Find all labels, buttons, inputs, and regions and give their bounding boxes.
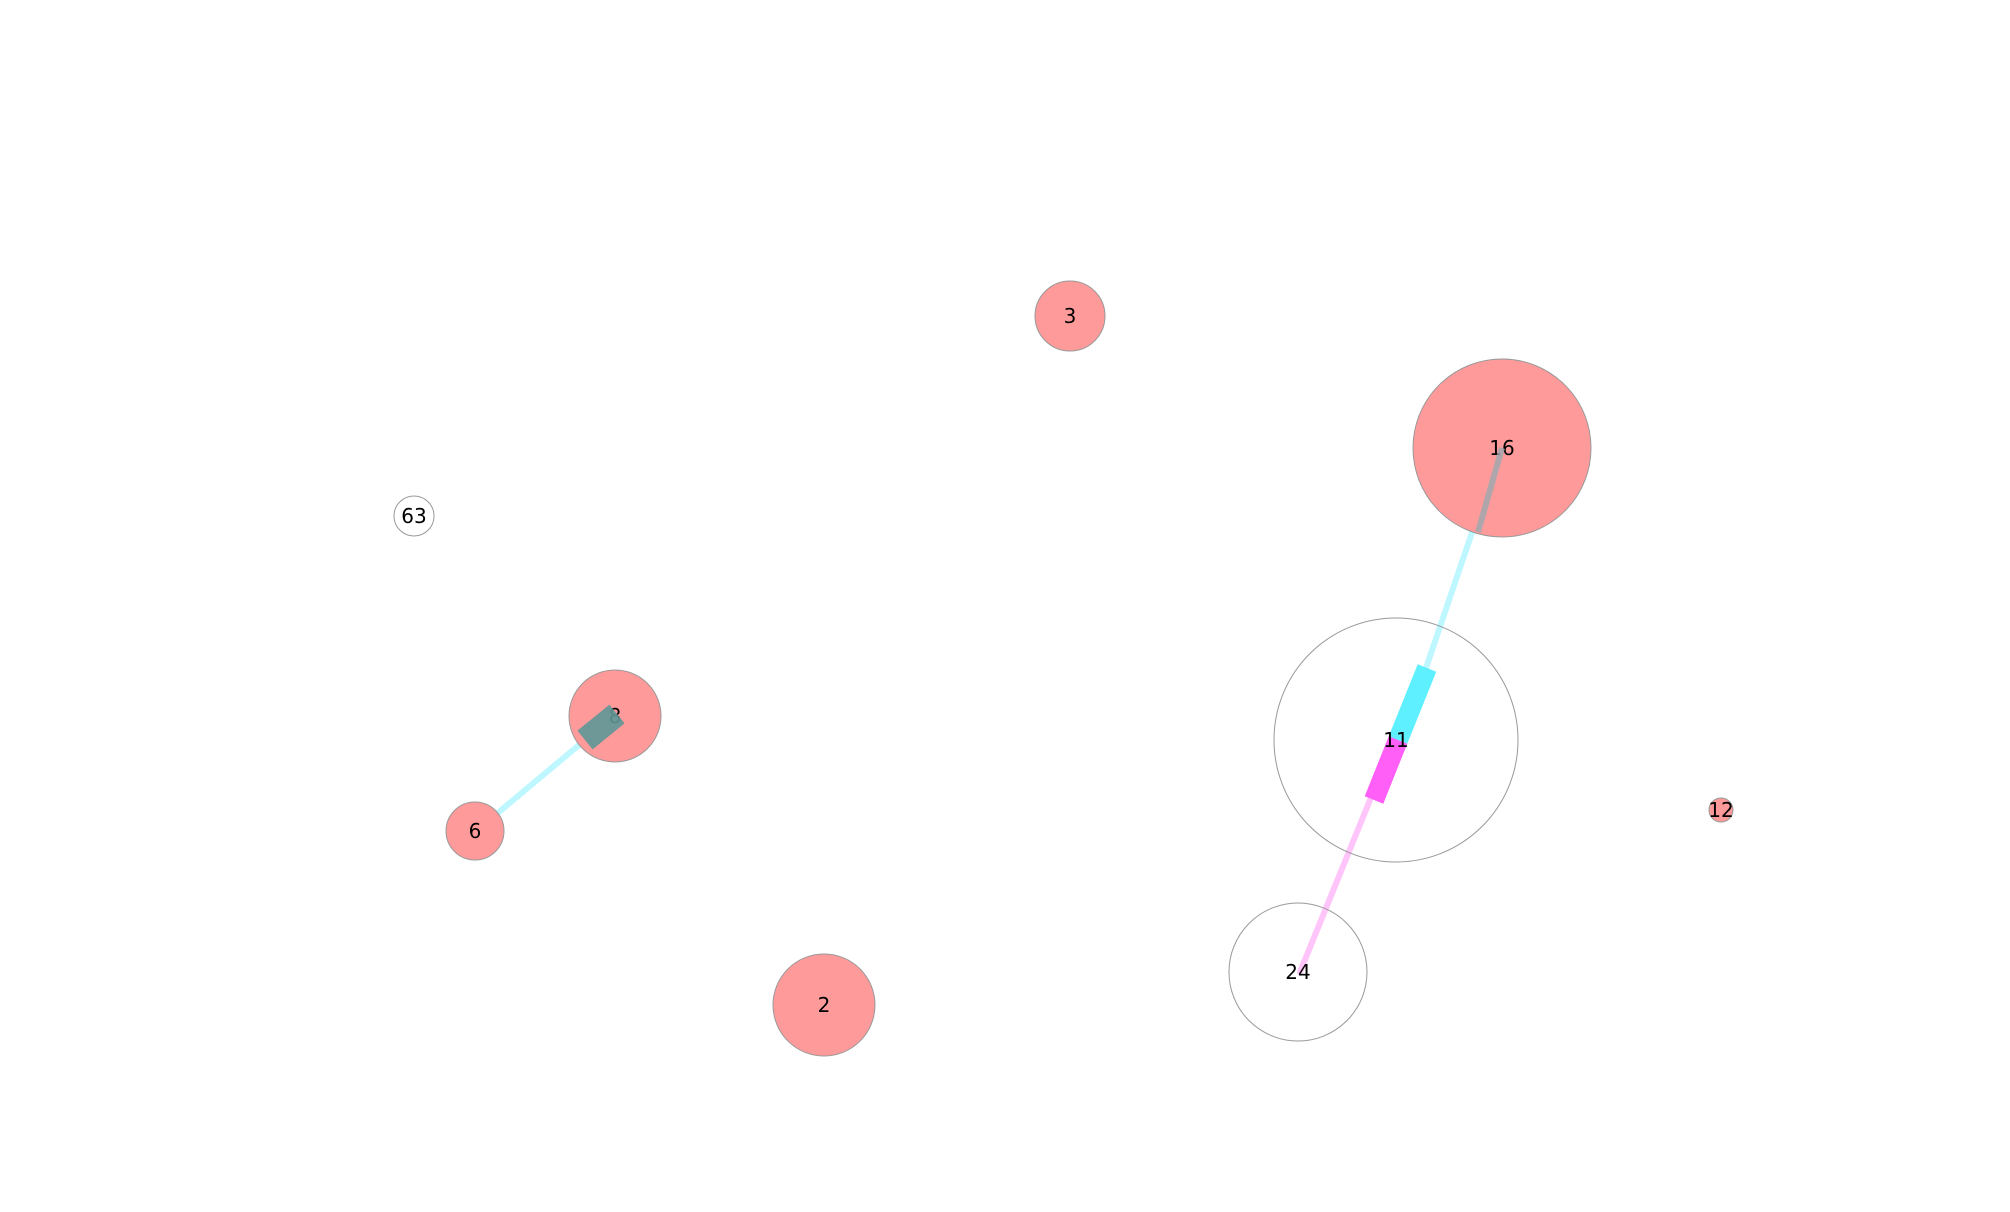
edge-6-8-overlay bbox=[577, 704, 625, 750]
node-12[interactable]: 12 bbox=[1708, 797, 1734, 823]
node-24[interactable]: 24 bbox=[1228, 902, 1368, 1042]
node-2-label: 2 bbox=[818, 993, 831, 1017]
nodes: 63 3 16 8 6 11 12 24 bbox=[393, 280, 1734, 1057]
node-6-circle[interactable] bbox=[445, 801, 505, 861]
node-24-circle[interactable] bbox=[1228, 902, 1368, 1042]
edge-16-11-inner bbox=[1475, 447, 1505, 533]
node-3-label: 3 bbox=[1064, 304, 1077, 328]
edge-6-8-head bbox=[577, 704, 625, 750]
edge-24-11 bbox=[1297, 736, 1408, 975]
node-3-circle[interactable] bbox=[1034, 280, 1106, 352]
node-3[interactable]: 3 bbox=[1034, 280, 1106, 352]
node-63-circle[interactable] bbox=[393, 495, 435, 537]
edge-24-11-line bbox=[1297, 797, 1373, 975]
node-2[interactable]: 2 bbox=[772, 953, 876, 1057]
edge-24-11-head bbox=[1364, 736, 1408, 804]
node-11-circle[interactable] bbox=[1273, 617, 1519, 863]
edge-16-11-head bbox=[1388, 664, 1437, 744]
edge-16-11-overlay bbox=[1475, 447, 1505, 533]
node-2-circle[interactable] bbox=[772, 953, 876, 1057]
node-11-label: 11 bbox=[1383, 728, 1408, 752]
node-12-circle[interactable] bbox=[1708, 797, 1734, 823]
node-6[interactable]: 6 bbox=[445, 801, 505, 861]
node-24-label: 24 bbox=[1285, 960, 1310, 984]
node-63[interactable]: 63 bbox=[393, 495, 435, 537]
node-12-label: 12 bbox=[1708, 798, 1733, 822]
node-63-label: 63 bbox=[401, 504, 426, 528]
node-11[interactable]: 11 bbox=[1273, 617, 1519, 863]
node-6-label: 6 bbox=[469, 819, 482, 843]
